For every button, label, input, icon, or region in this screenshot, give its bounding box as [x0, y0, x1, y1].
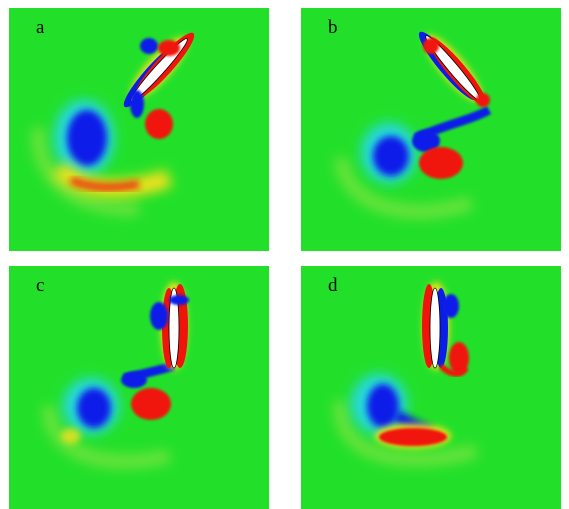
panel-label: c	[36, 275, 45, 296]
vorticity-field-c	[9, 266, 269, 509]
vorticity-field-a	[9, 8, 269, 251]
vorticity-panel-a: a	[9, 8, 269, 251]
vorticity-panel-d: d	[301, 266, 561, 509]
vorticity-panel-b: b	[301, 8, 561, 251]
panel-label: d	[328, 275, 338, 296]
vorticity-field-d	[301, 266, 561, 509]
vorticity-field-b	[301, 8, 561, 251]
panel-label: b	[328, 17, 338, 38]
vorticity-panel-c: c	[9, 266, 269, 509]
panel-label: a	[36, 17, 45, 38]
